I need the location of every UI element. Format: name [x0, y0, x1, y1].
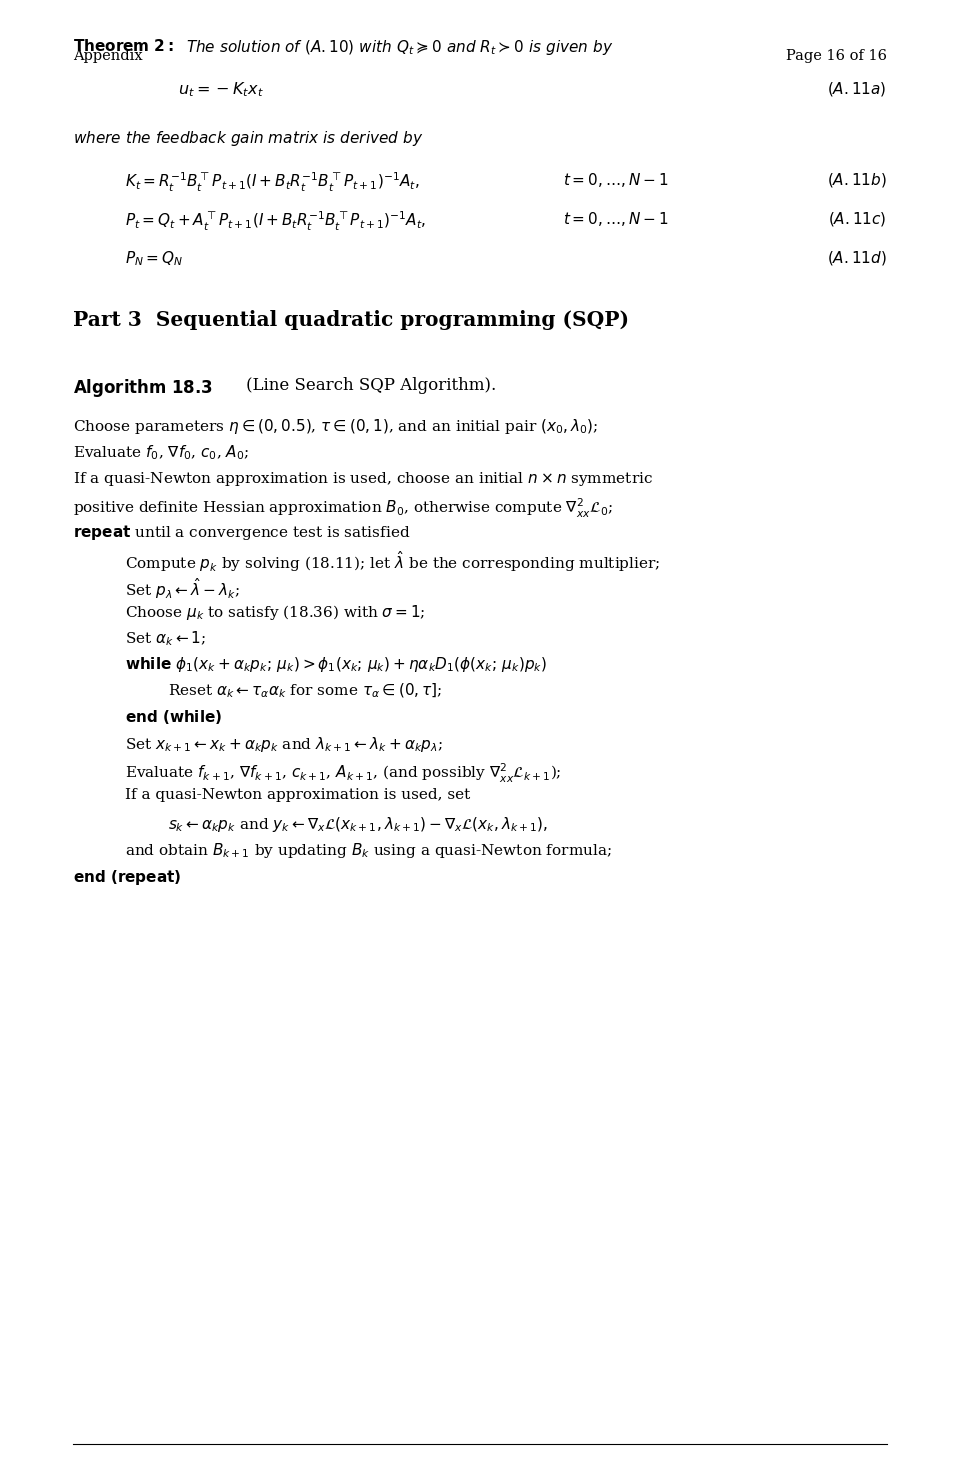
Text: and obtain $B_{k+1}$ by updating $B_k$ using a quasi-Newton formula;: and obtain $B_{k+1}$ by updating $B_k$ u… — [125, 841, 612, 860]
Text: $(A.11a)$: $(A.11a)$ — [828, 80, 887, 98]
Text: $(A.11d)$: $(A.11d)$ — [828, 249, 887, 267]
Text: $K_t = R_t^{-1}B_t^\top P_{t+1}(I + B_tR_t^{-1}B_t^\top P_{t+1})^{-1}A_t,$: $K_t = R_t^{-1}B_t^\top P_{t+1}(I + B_tR… — [125, 170, 420, 194]
Text: If a quasi-Newton approximation is used, set: If a quasi-Newton approximation is used,… — [125, 788, 470, 803]
Text: (Line Search SQP Algorithm).: (Line Search SQP Algorithm). — [246, 378, 496, 394]
Text: $t = 0,\ldots,N-1$: $t = 0,\ldots,N-1$ — [563, 210, 669, 228]
Text: $P_t = Q_t + A_t^\top P_{t+1}(I + B_tR_t^{-1}B_t^\top P_{t+1})^{-1}A_t,$: $P_t = Q_t + A_t^\top P_{t+1}(I + B_tR_t… — [125, 210, 426, 233]
Text: $(A.11b)$: $(A.11b)$ — [828, 170, 887, 190]
Text: Evaluate $f_{k+1}$, $\nabla f_{k+1}$, $c_{k+1}$, $A_{k+1}$, (and possibly $\nabl: Evaluate $f_{k+1}$, $\nabla f_{k+1}$, $c… — [125, 761, 562, 785]
Text: $s_k \leftarrow \alpha_k p_k$ and $y_k \leftarrow \nabla_x\mathcal{L}(x_{k+1}, \: $s_k \leftarrow \alpha_k p_k$ and $y_k \… — [168, 815, 548, 834]
Text: Part 3  Sequential quadratic programming (SQP): Part 3 Sequential quadratic programming … — [73, 310, 629, 330]
Text: $\mathbf{repeat}$ until a convergence test is satisfied: $\mathbf{repeat}$ until a convergence te… — [73, 523, 411, 542]
Text: $\mathbf{Algorithm\ 18.3}$: $\mathbf{Algorithm\ 18.3}$ — [73, 378, 213, 398]
Text: Appendix: Appendix — [73, 49, 143, 64]
Text: Set $\alpha_k \leftarrow 1$;: Set $\alpha_k \leftarrow 1$; — [125, 629, 206, 647]
Text: $t = 0,\ldots,N-1$: $t = 0,\ldots,N-1$ — [563, 170, 669, 190]
Text: Evaluate $f_0$, $\nabla f_0$, $c_0$, $A_0$;: Evaluate $f_0$, $\nabla f_0$, $c_0$, $A_… — [73, 443, 249, 462]
Text: $\mathbf{end}\ \mathbf{(repeat)}$: $\mathbf{end}\ \mathbf{(repeat)}$ — [73, 868, 181, 887]
Text: $\mathbf{end}\ \mathbf{(while)}$: $\mathbf{end}\ \mathbf{(while)}$ — [125, 708, 223, 727]
Text: $\mathit{The\ solution\ of\ (A.10)\ with}$$\ Q_t \succeq 0\ $$\mathit{and}\ R_t : $\mathit{The\ solution\ of\ (A.10)\ with… — [186, 39, 613, 56]
Text: $\mathbf{Theorem\ 2{:}}$: $\mathbf{Theorem\ 2{:}}$ — [73, 39, 174, 53]
Text: Page 16 of 16: Page 16 of 16 — [786, 49, 887, 64]
Text: $\mathbf{while}$ $\phi_1(x_k + \alpha_k p_k;\, \mu_k) > \phi_1(x_k;\, \mu_k) + \: $\mathbf{while}$ $\phi_1(x_k + \alpha_k … — [125, 656, 547, 674]
Text: Set $p_\lambda \leftarrow \hat{\lambda} - \lambda_k$;: Set $p_\lambda \leftarrow \hat{\lambda} … — [125, 576, 240, 601]
Text: Set $x_{k+1} \leftarrow x_k + \alpha_k p_k$ and $\lambda_{k+1} \leftarrow \lambd: Set $x_{k+1} \leftarrow x_k + \alpha_k p… — [125, 735, 443, 754]
Text: $\mathit{where\ the\ feedback\ gain\ matrix\ is\ derived\ by}$: $\mathit{where\ the\ feedback\ gain\ mat… — [73, 129, 423, 148]
Text: Reset $\alpha_k \leftarrow \tau_\alpha \alpha_k$ for some $\tau_\alpha \in (0, \: Reset $\alpha_k \leftarrow \tau_\alpha \… — [168, 681, 443, 701]
Text: Choose parameters $\eta \in (0, 0.5)$, $\tau \in (0, 1)$, and an initial pair $(: Choose parameters $\eta \in (0, 0.5)$, $… — [73, 418, 598, 435]
Text: positive definite Hessian approximation $B_0$, otherwise compute $\nabla^2_{xx}\: positive definite Hessian approximation … — [73, 496, 613, 520]
Text: If a quasi-Newton approximation is used, choose an initial $n \times n$ symmetri: If a quasi-Newton approximation is used,… — [73, 469, 653, 489]
Text: $u_t = -K_t x_t$: $u_t = -K_t x_t$ — [178, 80, 264, 99]
Text: $(A.11c)$: $(A.11c)$ — [828, 210, 887, 228]
Text: Choose $\mu_k$ to satisfy (18.36) with $\sigma = 1$;: Choose $\mu_k$ to satisfy (18.36) with $… — [125, 603, 425, 622]
Text: $P_N = Q_N$: $P_N = Q_N$ — [125, 249, 183, 268]
Text: Compute $p_k$ by solving (18.11); let $\hat{\lambda}$ be the corresponding multi: Compute $p_k$ by solving (18.11); let $\… — [125, 549, 660, 575]
